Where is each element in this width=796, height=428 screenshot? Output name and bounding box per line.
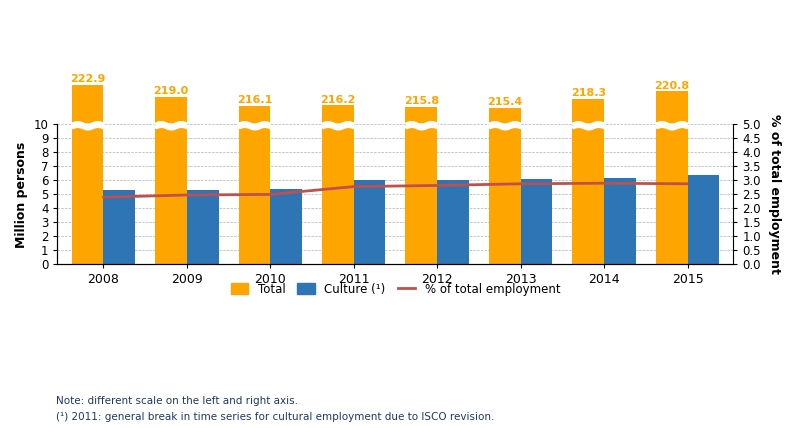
Bar: [155, 97, 187, 125]
Bar: [405, 125, 437, 265]
Text: 216.2: 216.2: [320, 95, 356, 105]
Bar: [572, 125, 604, 265]
Text: 215.4: 215.4: [487, 97, 522, 107]
Bar: [572, 99, 604, 125]
Bar: [656, 125, 688, 265]
Bar: [72, 85, 103, 125]
Bar: [688, 175, 720, 265]
Bar: [239, 125, 271, 265]
Bar: [187, 190, 219, 265]
Bar: [322, 125, 353, 265]
Bar: [521, 179, 552, 265]
Text: 215.8: 215.8: [404, 96, 439, 106]
Y-axis label: Million persons: Million persons: [15, 141, 28, 247]
Text: 218.3: 218.3: [571, 88, 606, 98]
Legend: Total, Culture (¹), % of total employment: Total, Culture (¹), % of total employmen…: [226, 278, 565, 300]
Text: Note: different scale on the left and right axis.: Note: different scale on the left and ri…: [56, 396, 298, 407]
Bar: [72, 125, 103, 265]
Bar: [604, 178, 636, 265]
Bar: [353, 181, 385, 265]
Bar: [489, 125, 521, 265]
Bar: [489, 108, 521, 125]
Text: 216.1: 216.1: [236, 95, 272, 105]
Bar: [271, 189, 302, 265]
Bar: [656, 91, 688, 125]
Bar: [103, 190, 135, 265]
Bar: [405, 107, 437, 125]
Bar: [155, 125, 187, 265]
Text: (¹) 2011: general break in time series for cultural employment due to ISCO revis: (¹) 2011: general break in time series f…: [56, 412, 494, 422]
Text: 222.9: 222.9: [70, 74, 105, 84]
Text: 219.0: 219.0: [154, 86, 189, 96]
Bar: [437, 180, 469, 265]
Bar: [239, 106, 271, 125]
Text: 220.8: 220.8: [654, 80, 689, 90]
Bar: [322, 105, 353, 125]
Y-axis label: % of total employment: % of total employment: [768, 114, 781, 274]
